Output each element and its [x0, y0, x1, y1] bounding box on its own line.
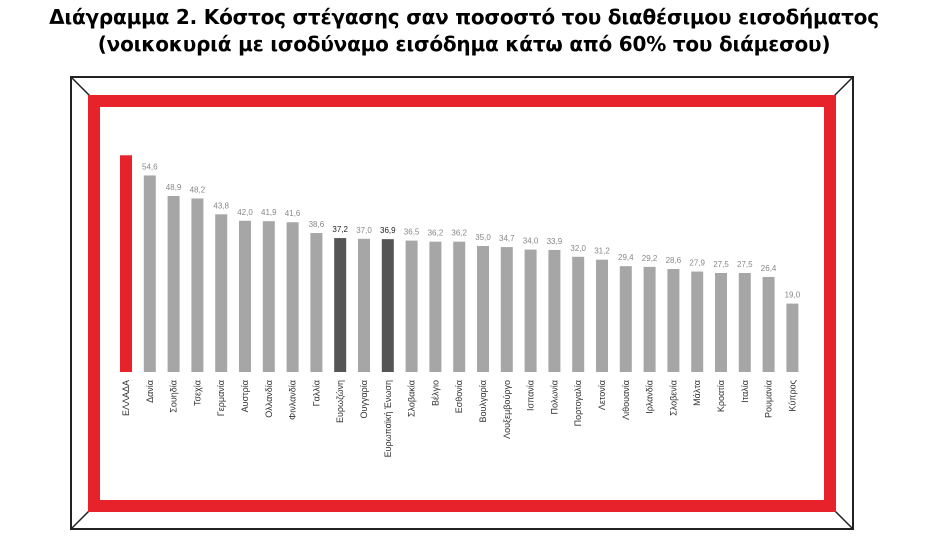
bar-21: [596, 259, 608, 372]
bar-27: [738, 273, 751, 372]
category-label-15: Εσθονία: [454, 380, 464, 413]
category-label-8: Φινλανδία: [288, 380, 298, 420]
value-label-7: 41,9: [261, 208, 277, 217]
category-label-22: Λιθουανία: [621, 380, 631, 420]
category-label-21: Λετονία: [597, 380, 607, 410]
category-label-10: Ευρωζώνη: [335, 380, 345, 423]
category-label-24: Σλοβενία: [668, 380, 678, 416]
category-label-20: Πορτογαλία: [573, 380, 583, 426]
bar-1: [120, 155, 132, 372]
category-label-27: Ιταλία: [740, 380, 750, 403]
value-label-18: 34,0: [523, 237, 539, 246]
bar-18: [524, 249, 537, 372]
value-label-22: 29,4: [618, 253, 634, 262]
bar-7: [262, 221, 275, 372]
bar-3: [167, 195, 180, 372]
bar-11: [358, 238, 370, 372]
value-label-17: 34,7: [499, 234, 515, 243]
value-label-25: 27,9: [689, 259, 705, 268]
category-label-19: Πολωνία: [549, 380, 559, 414]
category-label-13: Σλοβακία: [407, 380, 417, 417]
category-label-17: Λουξεμβούργο: [502, 380, 512, 439]
category-label-5: Γερμανία: [216, 380, 226, 416]
category-label-28: Ρουμανία: [764, 380, 774, 418]
bar-2: [143, 175, 156, 372]
bar-6: [239, 220, 251, 372]
bar-25: [691, 271, 704, 372]
value-label-13: 36,5: [404, 228, 420, 237]
bar-16: [477, 246, 489, 372]
value-label-15: 36,2: [451, 229, 467, 238]
value-label-14: 36,2: [428, 229, 444, 238]
category-label-26: Κροατία: [716, 380, 726, 412]
chart-title: Διάγραμμα 2. Κόστος στέγασης σαν ποσοστό…: [0, 4, 928, 58]
bar-10: [334, 238, 347, 372]
bar-24: [667, 269, 680, 372]
value-label-19: 33,9: [547, 237, 563, 246]
value-label-2: 54,6: [142, 162, 158, 171]
value-label-24: 28,6: [666, 256, 682, 265]
bar-17: [500, 247, 513, 372]
bar-28: [762, 276, 775, 372]
bar-19: [548, 249, 561, 372]
value-label-8: 41,6: [285, 209, 301, 218]
bar-5: [215, 214, 228, 372]
bar-20: [572, 256, 585, 372]
category-label-14: Βέλγιο: [430, 380, 440, 406]
chart-title-line2: (νοικοκυριά με ισοδύναμο εισόδημα κάτω α…: [97, 32, 831, 56]
category-label-7: Ολλανδία: [264, 380, 274, 418]
category-label-23: Ιρλανδία: [645, 380, 655, 414]
category-label-4: Τσεχία: [192, 380, 202, 406]
category-label-25: Μάλτα: [692, 380, 702, 406]
bar-8: [286, 222, 299, 372]
value-label-9: 38,6: [309, 220, 325, 229]
category-label-18: Ισπανία: [526, 380, 536, 411]
bar-14: [429, 241, 442, 372]
value-label-26: 27,5: [713, 260, 729, 269]
category-label-3: Σουηδία: [169, 380, 179, 413]
value-label-16: 35,0: [475, 233, 491, 242]
bar-26: [715, 273, 727, 372]
red-frame: [88, 95, 836, 512]
category-label-6: Αυστρία: [240, 380, 250, 412]
category-label-11: Ουγγαρία: [359, 380, 369, 418]
value-label-6: 42,0: [237, 208, 253, 217]
bar-23: [643, 266, 656, 372]
bar-29: [786, 303, 799, 372]
bar-9: [310, 233, 323, 372]
value-label-5: 43,8: [213, 201, 229, 210]
category-label-9: Γαλλία: [311, 380, 321, 406]
value-label-3: 48,9: [166, 183, 182, 192]
category-label-29: Κύπρος: [787, 379, 797, 411]
value-label-10: 37,2: [332, 225, 348, 234]
bar-4: [191, 198, 204, 372]
value-label-20: 32,0: [570, 244, 586, 253]
value-label-12: 36,9: [380, 226, 396, 235]
category-label-16: Βουλγαρία: [478, 380, 488, 422]
bar-13: [405, 240, 418, 372]
value-label-4: 48,2: [190, 185, 206, 194]
category-label-2: Δανία: [145, 380, 155, 403]
bar-15: [453, 241, 466, 372]
category-label-12: Ευρωπαϊκή Ένωση: [383, 380, 393, 457]
value-label-11: 37,0: [356, 226, 372, 235]
value-label-23: 29,2: [642, 254, 658, 263]
value-label-21: 31,2: [594, 247, 610, 256]
category-label-1: ΕΛΛΑΔΑ: [121, 380, 131, 416]
bar-12: [381, 239, 394, 372]
chart-title-line1: Διάγραμμα 2. Κόστος στέγασης σαν ποσοστό…: [49, 5, 879, 29]
value-label-28: 26,4: [761, 264, 777, 273]
value-label-29: 19,0: [785, 291, 801, 300]
bar-22: [619, 266, 632, 372]
value-label-27: 27,5: [737, 260, 753, 269]
